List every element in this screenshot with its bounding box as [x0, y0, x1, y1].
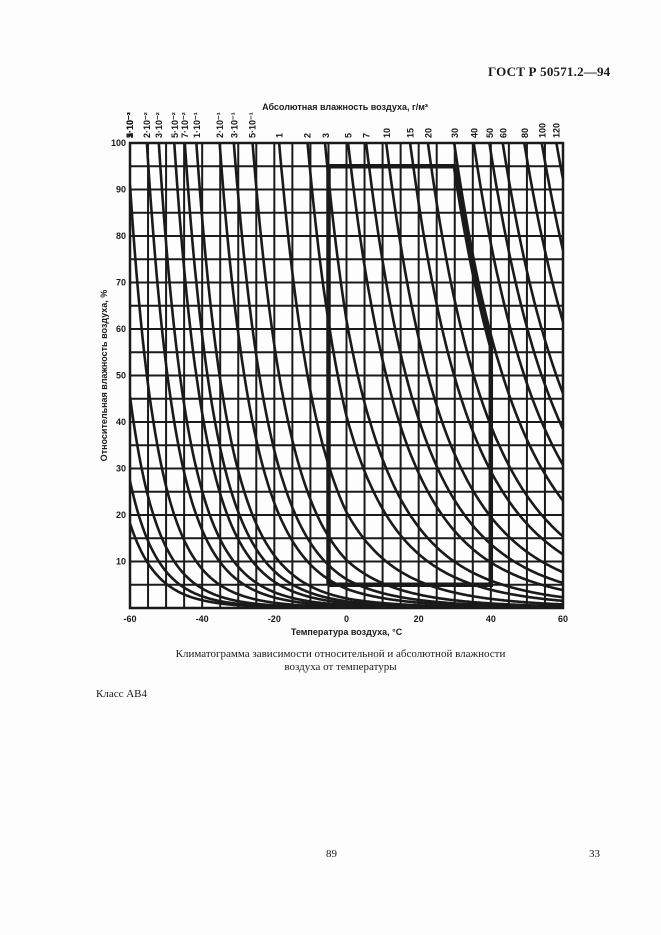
isoline-label: 15 [406, 128, 416, 138]
svg-text:40: 40 [116, 417, 126, 427]
isoline-label: 3·10⁻¹ [230, 112, 240, 138]
svg-text:20: 20 [116, 510, 126, 520]
isoline-label: 30 [450, 128, 460, 138]
top-axis-label: Абсолютная влажность воздуха, г/м³ [262, 102, 428, 112]
isoline-label: 60 [498, 128, 508, 138]
svg-text:30: 30 [116, 464, 126, 474]
svg-text:70: 70 [116, 278, 126, 288]
page-number-left: 89 [326, 848, 337, 860]
isoline-label: 7 [361, 133, 371, 138]
isoline-label: 1 [275, 133, 285, 138]
isoline-label: 20 [424, 128, 434, 138]
svg-text:-40: -40 [196, 614, 209, 624]
isoline-label: 80 [520, 128, 530, 138]
svg-text:80: 80 [116, 231, 126, 241]
page-number-right: 33 [589, 848, 600, 860]
isoline-label: 2·10⁻¹ [215, 112, 225, 138]
svg-text:0: 0 [344, 614, 349, 624]
isoline-label: 2·10⁻³ [125, 112, 135, 138]
abs-humidity-isolines [130, 143, 563, 608]
isoline-label: 3 [321, 133, 331, 138]
caption-line-1: Климатограмма зависимости относительной … [175, 648, 506, 660]
isoline-label: 120 [552, 123, 562, 138]
class-label: Класс АВ4 [96, 688, 148, 700]
isoline-label: 100 [537, 123, 547, 138]
caption-line-2: воздуха от температуры [284, 661, 397, 673]
top-axis-labels: 2·10⁻³3·10⁻³5·10⁻³1·10⁻² 2·10⁻² 3·10⁻² 5·10… [125, 112, 562, 138]
isoline-label: 5·10⁻¹ [248, 112, 258, 138]
svg-text:-20: -20 [268, 614, 281, 624]
svg-text:-60: -60 [123, 614, 136, 624]
isoline-label: 10 [382, 128, 392, 138]
svg-text:100: 100 [111, 138, 126, 148]
isoline-label: 3·10⁻² [154, 112, 164, 138]
isoline-label: 5 [343, 133, 353, 138]
isoline-label: 1·10⁻¹ [192, 112, 202, 138]
isoline-label: 1·10⁻² [125, 112, 135, 138]
isoline-label: 40 [470, 128, 480, 138]
isoline-label: 2 [303, 133, 313, 138]
svg-text:50: 50 [116, 371, 126, 381]
class-boundary [326, 164, 494, 588]
svg-text:60: 60 [116, 324, 126, 334]
y-axis-label: Относительная влажность воздуха, % [99, 290, 109, 462]
svg-text:60: 60 [558, 614, 568, 624]
isoline-label: 50 [485, 128, 495, 138]
isoline-label: 5·10⁻³ [125, 112, 135, 138]
isoline-label: 5·10⁻² [170, 112, 180, 138]
y-axis-ticks: 10 20 30 40 50 60 70 80 90 100 [111, 138, 126, 567]
svg-text:90: 90 [116, 185, 126, 195]
grid [128, 141, 565, 610]
svg-text:20: 20 [414, 614, 424, 624]
standard-header: ГОСТ Р 50571.2—94 [488, 64, 611, 79]
isoline-label: 7·10⁻² [180, 112, 190, 138]
figure-caption: Климатограмма зависимости относительной … [0, 648, 661, 674]
svg-text:40: 40 [486, 614, 496, 624]
isoline-label: 2·10⁻² [142, 112, 152, 138]
svg-text:10: 10 [116, 557, 126, 567]
x-axis-label: Температура воздуха, °С [291, 627, 403, 637]
isoline-label: 3·10⁻³ [125, 112, 135, 138]
x-axis-ticks: -60 -40 -20 0 20 40 60 [123, 614, 568, 624]
